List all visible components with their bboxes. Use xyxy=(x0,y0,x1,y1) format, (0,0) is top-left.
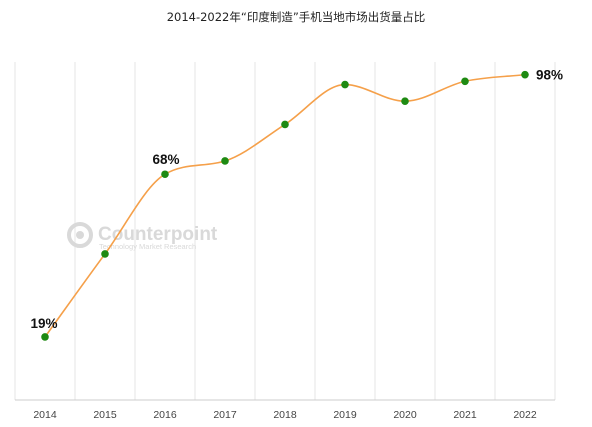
series-line xyxy=(44,73,526,338)
x-tick-label: 2022 xyxy=(513,409,537,421)
x-tick-label: 2021 xyxy=(453,409,477,421)
series xyxy=(41,70,529,341)
data-label: 68% xyxy=(152,152,179,167)
x-tick-label: 2020 xyxy=(393,409,417,421)
data-point xyxy=(221,157,229,165)
data-point xyxy=(101,250,109,258)
data-point xyxy=(461,77,469,86)
watermark-tagline: Technology Market Research xyxy=(99,242,196,251)
data-point xyxy=(281,120,289,129)
x-axis: 2014 2015 2016 2017 2018 2019 2020 2021 2022 xyxy=(15,399,555,421)
x-tick-label: 2014 xyxy=(33,409,57,421)
chart-title: 2014-2022年“印度制造”手机当地市场出货量占比 xyxy=(166,10,426,24)
grid xyxy=(14,62,556,400)
data-point xyxy=(521,70,529,79)
data-point xyxy=(41,333,49,341)
counterpoint-watermark: Counterpoint Technology Market Research xyxy=(67,222,218,251)
x-tick-label: 2018 xyxy=(273,409,297,421)
data-label: 19% xyxy=(30,316,57,331)
x-tick-label: 2016 xyxy=(153,409,177,421)
data-point xyxy=(341,80,349,89)
x-tick-label: 2019 xyxy=(333,409,357,421)
data-point xyxy=(161,170,169,179)
watermark-brand: Counterpoint xyxy=(98,224,218,245)
x-tick-label: 2017 xyxy=(213,409,237,421)
counterpoint-logo-icon xyxy=(67,222,93,248)
data-label: 98% xyxy=(536,68,563,83)
x-tick-label: 2015 xyxy=(93,409,117,421)
data-labels: 19% 68% 98% xyxy=(30,68,563,331)
data-point xyxy=(401,97,409,105)
